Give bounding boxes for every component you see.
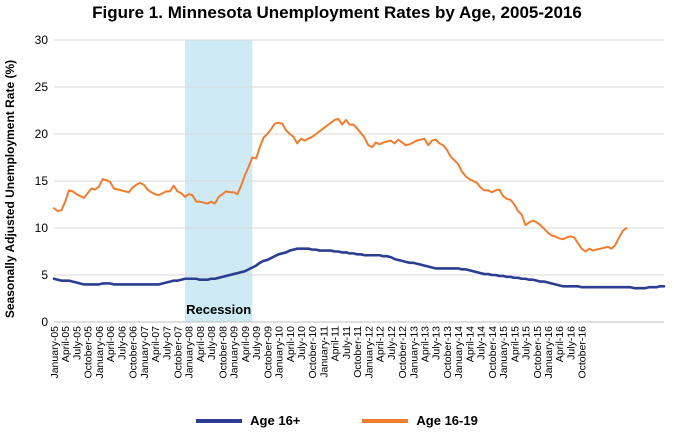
x-tick-label-23: October-10 xyxy=(307,326,319,379)
x-tick-label-21: April-10 xyxy=(285,326,297,362)
series-layer xyxy=(52,117,666,290)
x-tick-label-17: April-09 xyxy=(240,326,252,362)
x-tick-label-22: July-10 xyxy=(296,326,308,360)
x-tick-label-16: January-09 xyxy=(229,326,241,379)
x-tick-label-7: October-06 xyxy=(128,326,140,379)
x-tick-label-11: October-07 xyxy=(172,326,184,379)
x-tick-label-3: October-05 xyxy=(83,326,95,379)
x-tick-label-14: July-08 xyxy=(206,326,218,360)
legend-item-age-16-19: Age 16-19 xyxy=(362,413,478,428)
x-tick-label-9: April-07 xyxy=(150,326,162,362)
x-tick-label-42: July-15 xyxy=(521,326,533,360)
legend-label-age-16-19: Age 16-19 xyxy=(416,413,478,428)
x-tick-label-41: April-15 xyxy=(509,326,521,362)
legend-swatch-age-16-plus xyxy=(196,418,243,423)
y-tick-label-20: 20 xyxy=(35,127,49,141)
x-tick-label-2: July-05 xyxy=(71,326,83,360)
x-tick-label-29: April-12 xyxy=(375,326,387,362)
x-tick-label-43: October-15 xyxy=(532,326,544,379)
x-tick-label-6: July-06 xyxy=(116,326,128,360)
x-tick-label-45: April-16 xyxy=(554,326,566,362)
x-tick-label-31: October-12 xyxy=(397,326,409,379)
x-tick-label-12: January-08 xyxy=(184,326,196,379)
x-tick-label-20: January-10 xyxy=(274,326,286,379)
y-tick-label-15: 15 xyxy=(35,174,49,188)
x-tick-label-0: January-05 xyxy=(49,326,61,379)
x-tick-label-33: April-13 xyxy=(419,326,431,362)
y-axis-label: Seasonally Adjusted Unemployment Rate (%… xyxy=(3,60,17,318)
x-tick-label-18: July-09 xyxy=(251,326,263,360)
x-tick-label-19: October-09 xyxy=(262,326,274,379)
x-tick-label-4: January-06 xyxy=(94,326,106,379)
y-tick-label-10: 10 xyxy=(35,221,49,235)
grid-layer xyxy=(54,39,664,323)
legend: Age 16+ Age 16-19 xyxy=(0,413,674,428)
x-tick-label-36: January-14 xyxy=(453,326,465,379)
recession-label: Recession xyxy=(186,302,251,317)
legend-item-age-16-plus: Age 16+ xyxy=(196,413,300,428)
x-tick-label-13: April-08 xyxy=(195,326,207,362)
x-tick-label-37: April-14 xyxy=(464,326,476,362)
x-tick-label-39: October-14 xyxy=(487,326,499,379)
x-tick-label-44: January-16 xyxy=(543,326,555,379)
x-tick-label-10: July-07 xyxy=(161,326,173,360)
x-tick-label-26: July-11 xyxy=(341,326,353,359)
y-tick-label-5: 5 xyxy=(41,268,48,282)
x-tick-label-24: January-11 xyxy=(318,326,330,378)
x-tick-label-1: April-05 xyxy=(60,326,72,362)
legend-swatch-age-16-19 xyxy=(362,418,409,423)
x-tick-label-28: January-12 xyxy=(363,326,375,379)
chart-title: Figure 1. Minnesota Unemployment Rates b… xyxy=(92,3,582,22)
x-tick-label-34: July-13 xyxy=(431,326,443,360)
x-tick-label-8: January-07 xyxy=(139,326,151,379)
legend-label-age-16-plus: Age 16+ xyxy=(250,413,301,428)
x-tick-label-30: July-12 xyxy=(386,326,398,360)
x-tick-label-25: April-11 xyxy=(330,326,342,362)
x-tick-label-40: January-15 xyxy=(498,326,510,379)
x-tick-label-27: October-11 xyxy=(352,326,364,378)
x-tick-label-15: October-08 xyxy=(217,326,229,379)
series-line-age-16-plus xyxy=(52,247,666,290)
y-tick-label-0: 0 xyxy=(41,315,48,329)
x-tick-label-46: July-16 xyxy=(565,326,577,360)
axis-layer: 0 5 10 15 20 25 30 Seasonally Adjusted Unemploy… xyxy=(3,33,664,379)
y-tick-label-25: 25 xyxy=(35,80,49,94)
x-tick-label-32: January-13 xyxy=(408,326,420,379)
series-line-age-16-19 xyxy=(53,117,628,253)
x-tick-label-5: April-06 xyxy=(105,326,117,362)
x-tick-label-38: July-14 xyxy=(476,326,488,360)
x-tick-label-47: October-16 xyxy=(577,326,589,379)
x-tick-label-35: October-13 xyxy=(442,326,454,379)
y-tick-label-30: 30 xyxy=(35,33,49,47)
